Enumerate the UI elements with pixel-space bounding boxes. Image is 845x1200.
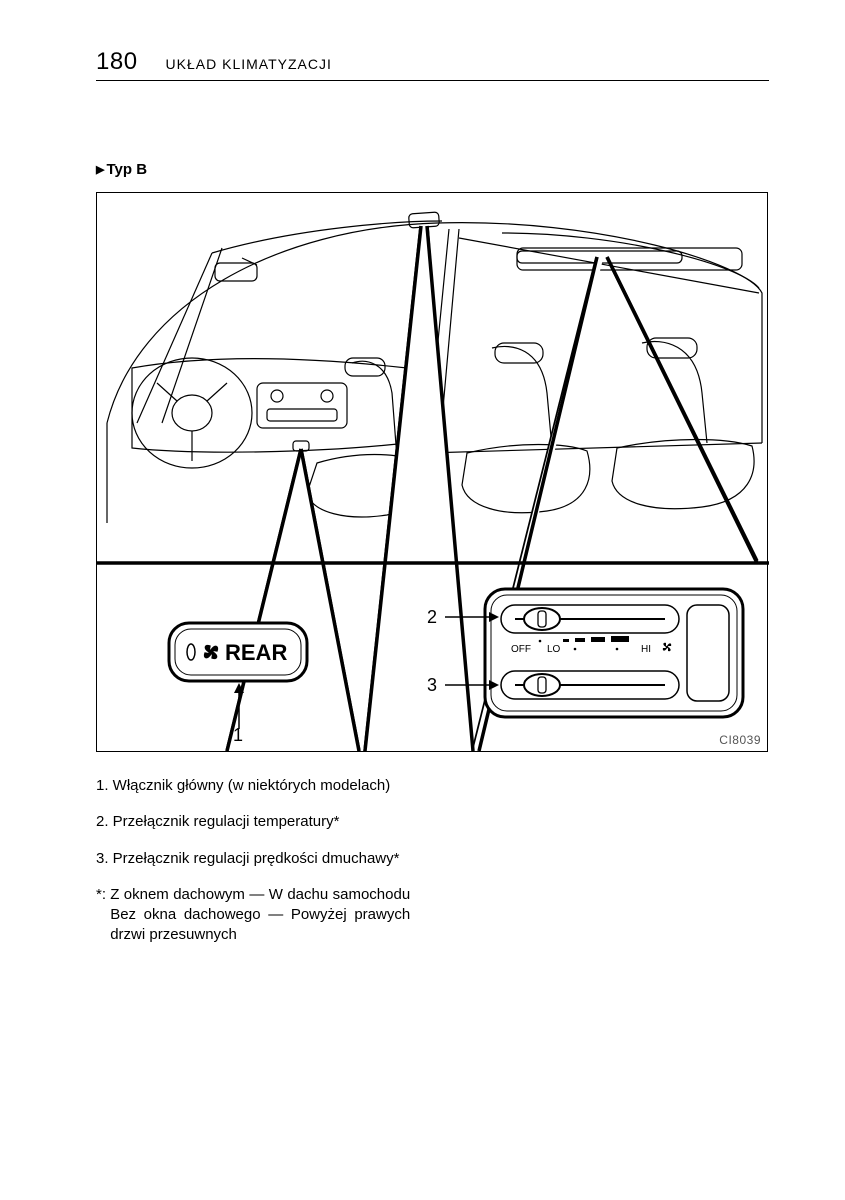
image-id: CI8039 xyxy=(719,733,761,747)
figure-diagram: REAR OFF L xyxy=(96,192,768,752)
page-header: 180 UKŁAD KLIMATYZACJI xyxy=(96,48,769,81)
footnote: *: Z oknem dachowym — W dachu samochodu … xyxy=(96,885,769,946)
svg-text:REAR: REAR xyxy=(225,640,287,665)
type-label: Typ B xyxy=(96,161,769,178)
footnote-marker: *: xyxy=(96,886,106,903)
legend-item-1: 1. Włącznik główny (w niektórych modelac… xyxy=(96,776,769,796)
footnote-line-2: Bez okna dachowego — Powyżej prawych drz… xyxy=(110,906,410,943)
callout-3: 3 xyxy=(427,675,437,696)
callout-1: 1 xyxy=(233,725,243,746)
section-title: UKŁAD KLIMATYZACJI xyxy=(166,56,332,72)
page-number: 180 xyxy=(96,48,138,76)
svg-text:OFF: OFF xyxy=(511,644,531,655)
legend-item-3: 3. Przełącznik regulacji prędkości dmuch… xyxy=(96,849,769,869)
svg-text:LO: LO xyxy=(547,644,561,655)
legend: 1. Włącznik główny (w niektórych modelac… xyxy=(96,776,769,946)
callout-2: 2 xyxy=(427,607,437,628)
legend-item-2: 2. Przełącznik regulacji temperatury* xyxy=(96,812,769,832)
svg-text:HI: HI xyxy=(641,644,651,655)
footnote-line-1: Z oknem dachowym — W dachu samochodu xyxy=(110,886,410,903)
